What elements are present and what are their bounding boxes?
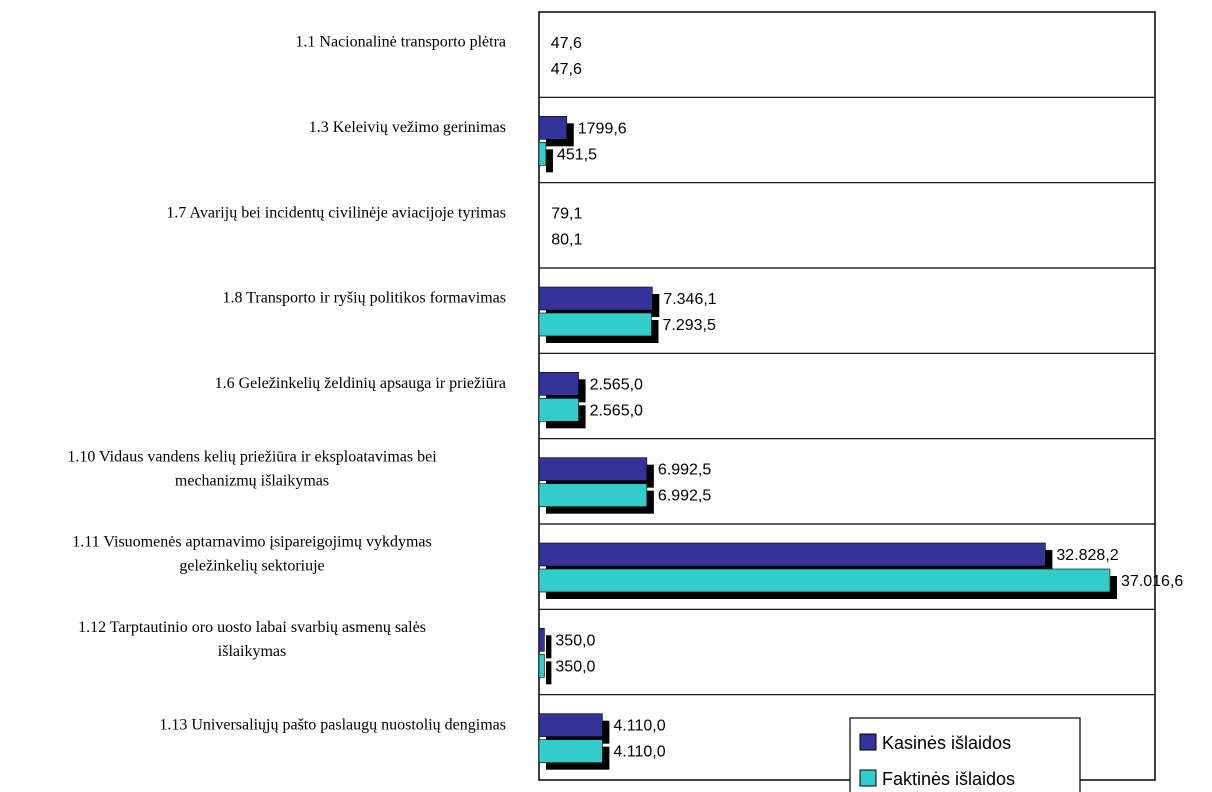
bar bbox=[538, 312, 652, 337]
data-label: 6.992,5 bbox=[658, 462, 711, 479]
bar bbox=[538, 654, 545, 678]
legend-label: Faktinės išlaidos bbox=[882, 769, 1015, 789]
category-label: 1.1 Nacionalinė transporto plėtra bbox=[295, 34, 506, 51]
plot-area bbox=[538, 11, 1156, 781]
data-label: 4.110,0 bbox=[613, 744, 665, 761]
data-label: 32.828,2 bbox=[1056, 547, 1118, 564]
category-label: 1.6 Geležinkelių želdinių apsauga ir pri… bbox=[215, 375, 506, 392]
category-label: geležinkelių sektoriuje bbox=[179, 558, 324, 575]
data-label: 7.293,5 bbox=[663, 317, 716, 334]
category-label: 1.7 Avarijų bei incidentų civilinėje avi… bbox=[166, 204, 506, 221]
category-label: išlaikymas bbox=[218, 643, 286, 660]
bar bbox=[538, 568, 1111, 593]
data-label: 350,0 bbox=[555, 632, 595, 649]
category-label: 1.11 Visuomenės aptarnavimo įsipareigoji… bbox=[72, 534, 431, 551]
category-label: 1.12 Tarptautinio oro uosto labai svarbi… bbox=[78, 619, 426, 636]
data-label: 2.565,0 bbox=[590, 402, 643, 419]
data-label: 80,1 bbox=[551, 232, 582, 249]
bar bbox=[538, 542, 1046, 567]
bar bbox=[538, 372, 579, 396]
legend-box bbox=[849, 717, 1081, 792]
category-label: 1.3 Keleivių vežimo gerinimas bbox=[309, 119, 506, 136]
bar bbox=[538, 398, 579, 422]
data-label: 1799,6 bbox=[578, 120, 627, 137]
data-label: 79,1 bbox=[551, 206, 582, 223]
bar-shadow bbox=[546, 149, 553, 173]
data-label: 47,6 bbox=[551, 61, 582, 78]
category-label: 1.10 Vidaus vandens kelių priežiūra ir e… bbox=[67, 448, 437, 465]
data-label: 7.346,1 bbox=[663, 291, 716, 308]
bar bbox=[538, 286, 653, 311]
legend-swatch bbox=[859, 733, 877, 751]
bar bbox=[538, 628, 545, 652]
data-label: 2.565,0 bbox=[590, 376, 643, 393]
category-label: 1.13 Universaliųjų pašto paslaugų nuosto… bbox=[159, 716, 506, 733]
data-label: 47,6 bbox=[551, 35, 582, 52]
bar bbox=[538, 483, 648, 507]
bar bbox=[538, 116, 568, 140]
bar-shadow bbox=[546, 661, 552, 685]
bar bbox=[538, 142, 547, 166]
bar-shadow bbox=[546, 635, 552, 659]
data-label: 4.110,0 bbox=[613, 718, 665, 735]
legend-swatch bbox=[859, 769, 877, 787]
data-label: 37.016,6 bbox=[1121, 573, 1183, 590]
bar bbox=[538, 713, 603, 737]
data-label: 6.992,5 bbox=[658, 488, 711, 505]
data-label: 451,5 bbox=[557, 146, 597, 163]
category-label: 1.8 Transporto ir ryšių politikos formav… bbox=[222, 290, 506, 307]
legend-label: Kasinės išlaidos bbox=[882, 733, 1011, 753]
bar bbox=[538, 457, 648, 481]
category-label: mechanizmų išlaikymas bbox=[175, 472, 329, 489]
data-label: 350,0 bbox=[555, 658, 595, 675]
legend: Kasinės išlaidos Faktinės išlaidos bbox=[849, 717, 1081, 792]
bar bbox=[538, 739, 603, 763]
